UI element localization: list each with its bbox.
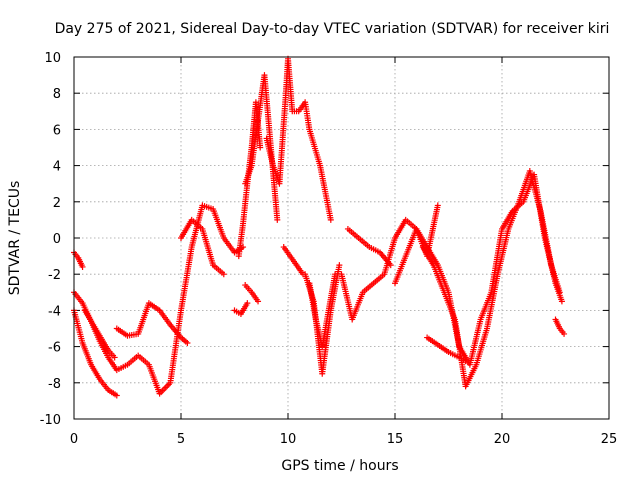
- y-tick-label: 6: [53, 123, 61, 138]
- series-track-7: [231, 300, 251, 318]
- data-point: [434, 202, 441, 209]
- series-track-17: [392, 171, 565, 368]
- data-point: [558, 298, 565, 305]
- series-track-1: [71, 202, 247, 397]
- data-point: [244, 300, 251, 307]
- series-track-19: [424, 334, 469, 365]
- series-track-20: [552, 316, 568, 337]
- data-point: [257, 144, 264, 151]
- series-track-11: [263, 55, 334, 223]
- data-point: [111, 354, 118, 361]
- gridlines: [73, 56, 610, 420]
- x-tick-label: 15: [387, 432, 404, 447]
- chart-title: Day 275 of 2021, Sidereal Day-to-day VTE…: [55, 21, 610, 37]
- y-tick-label: 0: [53, 232, 61, 247]
- data-point: [220, 271, 227, 278]
- y-tick-label: -6: [48, 341, 61, 356]
- y-tick-label: 2: [53, 196, 61, 211]
- data-point: [79, 263, 86, 270]
- series-track-8: [242, 282, 262, 305]
- y-tick-label: 4: [53, 160, 61, 175]
- series-track-14: [306, 271, 339, 350]
- series-track-12: [280, 244, 306, 278]
- data-point: [561, 330, 568, 337]
- y-axis-label: SDTVAR / TECUs: [7, 181, 23, 296]
- data-point: [113, 392, 120, 399]
- data-point: [274, 216, 281, 223]
- data-point: [184, 339, 191, 346]
- y-tick-label: 10: [44, 51, 61, 66]
- x-axis-label: GPS time / hours: [281, 458, 398, 474]
- plot-frame: [73, 56, 610, 420]
- series-track-5: [113, 300, 191, 346]
- y-tick-label: -8: [48, 377, 61, 392]
- data-marks: [71, 55, 568, 399]
- y-tick-label: -10: [40, 413, 61, 428]
- data-point: [332, 271, 339, 278]
- data-point: [255, 298, 262, 305]
- y-tick-label: 8: [53, 87, 61, 102]
- y-tick-label: -4: [48, 304, 61, 319]
- series-track-13: [302, 262, 343, 377]
- series-track-2: [71, 307, 120, 399]
- y-tick-label: -2: [48, 268, 61, 283]
- series-track-16: [344, 225, 394, 269]
- data-point: [556, 289, 563, 296]
- series-track-18: [419, 168, 563, 390]
- x-tick-label: 0: [70, 432, 78, 447]
- data-point: [387, 262, 394, 269]
- data-point: [462, 358, 469, 365]
- data-point: [327, 216, 334, 223]
- x-tick-label: 10: [280, 432, 297, 447]
- x-tick-label: 5: [177, 432, 185, 447]
- data-point: [336, 262, 343, 269]
- x-tick-label: 20: [494, 432, 511, 447]
- series-track-6: [178, 216, 227, 278]
- x-tick-labels: 0 5 10 15 20 25: [70, 432, 617, 447]
- series-track-4: [81, 307, 118, 361]
- x-tick-label: 25: [601, 432, 618, 447]
- series-track-3: [71, 249, 86, 270]
- y-tick-labels: -10 -8 -6 -4 -2 0 2 4 6 8 10: [40, 51, 61, 428]
